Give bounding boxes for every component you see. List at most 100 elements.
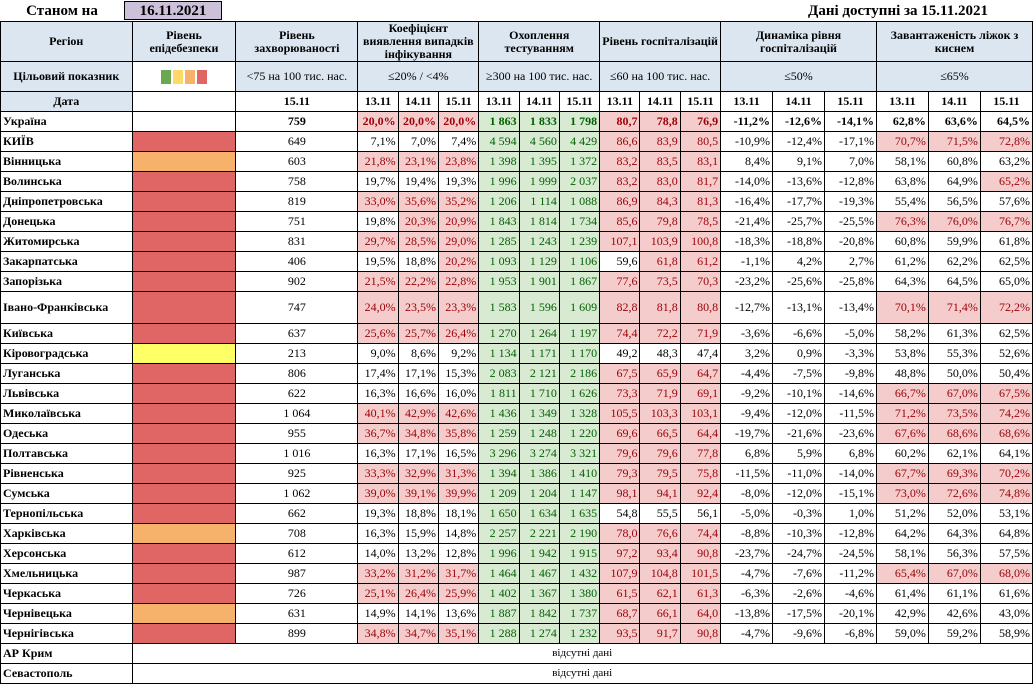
table-row: Київська 637 25,6% 25,7% 26,4% 1 270 1 264 1 19… bbox=[0, 323, 1033, 344]
table-cell: 1 288 bbox=[478, 623, 520, 644]
table-cell: 1 328 bbox=[558, 403, 601, 424]
table-cell: 58,9% bbox=[979, 623, 1033, 644]
asof-date: 16.11.2021 bbox=[124, 1, 222, 20]
table-cell: 1 635 bbox=[558, 503, 601, 524]
epi-level-cell bbox=[131, 443, 237, 464]
table-cell: 74,4 bbox=[599, 323, 641, 344]
date-cell: 13.11 bbox=[599, 91, 641, 112]
epi-level-cell bbox=[131, 383, 237, 404]
table-cell: Львівська bbox=[0, 383, 133, 404]
table-cell: 51,2% bbox=[875, 503, 929, 524]
table-cell: -4,7% bbox=[720, 623, 774, 644]
table-cell: 1 394 bbox=[478, 463, 520, 484]
table-cell: 42,9% bbox=[397, 403, 439, 424]
table-cell: 35,6% bbox=[397, 191, 439, 212]
table-cell: 105,5 bbox=[599, 403, 641, 424]
table-cell: 69,1 bbox=[679, 383, 722, 404]
table-cell: 987 bbox=[235, 563, 359, 584]
table-cell: -12,0% bbox=[772, 483, 825, 504]
table-cell: 1 243 bbox=[518, 231, 560, 252]
table-cell: -23,7% bbox=[720, 543, 774, 564]
table-cell: -14,0% bbox=[823, 463, 877, 484]
table-cell: 24,0% bbox=[357, 291, 399, 324]
table-cell: Одеська bbox=[0, 423, 133, 444]
table-cell: 17,1% bbox=[397, 363, 439, 384]
table-cell: 92,4 bbox=[679, 483, 722, 504]
table-cell: 1 197 bbox=[558, 323, 601, 344]
table-cell: 103,1 bbox=[679, 403, 722, 424]
table-cell: -25,8% bbox=[823, 271, 877, 292]
table-cell: 74,8% bbox=[979, 483, 1033, 504]
table-cell: 67,6% bbox=[875, 423, 929, 444]
table-cell: -8,0% bbox=[720, 483, 774, 504]
table-cell: 64,2% bbox=[875, 523, 929, 544]
table-cell: 1 867 bbox=[558, 271, 601, 292]
table-cell: 1 016 bbox=[235, 443, 359, 464]
table-cell: 1 206 bbox=[478, 191, 520, 212]
legend-green-swatch bbox=[160, 69, 171, 84]
date-cell: 13.11 bbox=[875, 91, 929, 112]
table-cell: 93,4 bbox=[639, 543, 681, 564]
table-cell: 13,2% bbox=[397, 543, 439, 564]
table-cell: 67,7% bbox=[875, 463, 929, 484]
table-cell: 16,0% bbox=[437, 383, 480, 404]
table-cell: Миколаївська bbox=[0, 403, 133, 424]
table-cell: 662 bbox=[235, 503, 359, 524]
table-cell: 8,4% bbox=[720, 151, 774, 172]
table-cell: -13,6% bbox=[772, 171, 825, 192]
table-cell: 1 901 bbox=[518, 271, 560, 292]
table-cell: 71,2% bbox=[875, 403, 929, 424]
table-cell: 73,5% bbox=[927, 403, 981, 424]
table-cell: 899 bbox=[235, 623, 359, 644]
table-cell: 73,3 bbox=[599, 383, 641, 404]
table-cell: -11,5% bbox=[823, 403, 877, 424]
epi-level-cell bbox=[131, 503, 237, 524]
table-cell: 34,8% bbox=[357, 623, 399, 644]
table-cell: -15,1% bbox=[823, 483, 877, 504]
table-cell: 58,1% bbox=[875, 543, 929, 564]
table-cell: 1 710 bbox=[518, 383, 560, 404]
table-cell: Чернігівська bbox=[0, 623, 133, 644]
table-cell: 70,7% bbox=[875, 131, 929, 152]
table-cell: 18,8% bbox=[397, 251, 439, 272]
table-cell: 15,9% bbox=[397, 523, 439, 544]
col-oxygen: Завантаженість ліжок з киснем bbox=[875, 21, 1033, 62]
table-cell: 80,5 bbox=[679, 131, 722, 152]
table-body: Україна 759 20,0% 20,0% 20,0% 1 863 1 833 1 798… bbox=[0, 111, 1033, 684]
table-cell: 1 432 bbox=[558, 563, 601, 584]
table-cell: -5,0% bbox=[720, 503, 774, 524]
table-cell: 59,6 bbox=[599, 251, 641, 272]
table-cell: 43,0% bbox=[979, 603, 1033, 624]
table-cell: 631 bbox=[235, 603, 359, 624]
table-cell: 62,5% bbox=[979, 251, 1033, 272]
table-cell: 12,8% bbox=[437, 543, 480, 564]
table-cell: 48,8% bbox=[875, 363, 929, 384]
table-cell: 103,3 bbox=[639, 403, 681, 424]
table-cell: 62,8% bbox=[875, 111, 929, 132]
table-cell: 59,0% bbox=[875, 623, 929, 644]
table-cell: 8,6% bbox=[397, 343, 439, 364]
table-cell: 61,2% bbox=[875, 251, 929, 272]
epi-level-cell bbox=[131, 563, 237, 584]
table-cell: 64,5% bbox=[927, 271, 981, 292]
table-cell: 1 398 bbox=[478, 151, 520, 172]
date-cell: 15.11 bbox=[235, 91, 359, 112]
table-cell: 1 996 bbox=[478, 171, 520, 192]
col-detection: Коефіцієнт виявлення випадків інфікуванн… bbox=[357, 21, 480, 62]
table-cell: 69,3% bbox=[927, 463, 981, 484]
table-cell: 1 464 bbox=[478, 563, 520, 584]
epi-level-cell bbox=[131, 211, 237, 232]
table-cell: 14,9% bbox=[357, 603, 399, 624]
table-row: Запорізька 902 21,5% 22,2% 22,8% 1 953 1 901 1 … bbox=[0, 271, 1033, 292]
table-cell: 726 bbox=[235, 583, 359, 604]
table-cell: 61,1% bbox=[927, 583, 981, 604]
table-row: Вінницька 603 21,8% 23,1% 23,8% 1 398 1 395 1 3… bbox=[0, 151, 1033, 172]
table-cell: 35,8% bbox=[437, 423, 480, 444]
table-cell: 1 634 bbox=[518, 503, 560, 524]
table-cell: -1,1% bbox=[720, 251, 774, 272]
table-cell: 902 bbox=[235, 271, 359, 292]
date-cell: 15.11 bbox=[679, 91, 722, 112]
table-cell: 42,6% bbox=[927, 603, 981, 624]
table-cell: Севастополь bbox=[0, 663, 133, 684]
